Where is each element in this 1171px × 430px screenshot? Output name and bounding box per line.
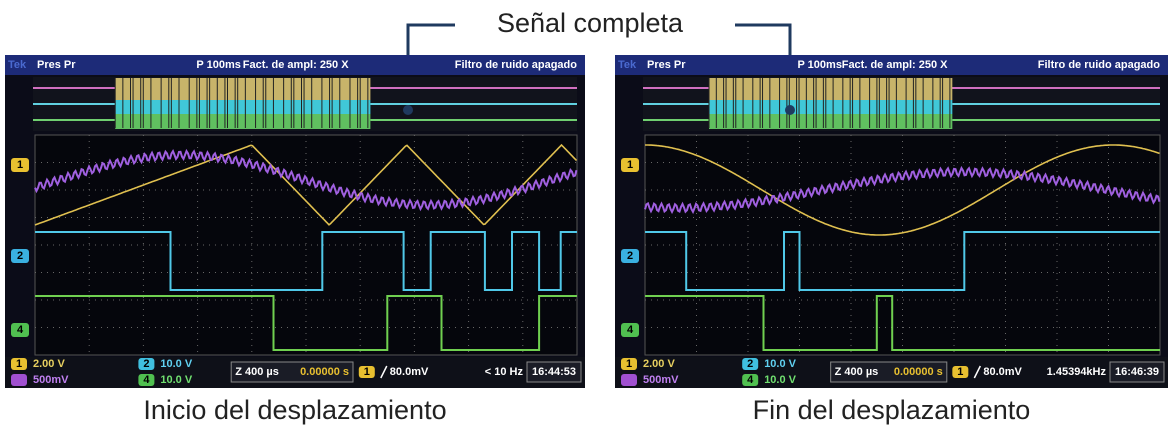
badge-label: 2 (747, 358, 753, 370)
trace-ch4 (645, 295, 1160, 351)
header-bar (5, 55, 585, 75)
ch2-scale: 10.0 V (764, 358, 796, 370)
brand: Tek (618, 59, 637, 71)
pointer-dot (403, 105, 413, 115)
trace-ch1 (645, 144, 1160, 236)
trigger-level: 80.0mV (390, 366, 429, 378)
badge-label: 2 (143, 358, 149, 370)
trace-ch2 (35, 231, 577, 291)
badge-label: 4 (143, 374, 150, 386)
status-box (830, 361, 948, 383)
trace-ch2 (645, 231, 1160, 291)
badge (358, 366, 375, 378)
badge (11, 374, 27, 386)
clock: 16:44:53 (532, 366, 576, 378)
badge-label: 1 (626, 358, 632, 370)
oscilloscope: Tek Pres Pr P 100ms Fact. de ampl: 250 X Fil… (615, 55, 1168, 425)
trace-ch1 (34, 143, 578, 226)
period: P 100ms (797, 59, 841, 71)
channel-marker (621, 158, 639, 172)
status-box (230, 361, 354, 383)
trace-ch4 (35, 295, 577, 351)
channel-marker-label: 4 (17, 324, 24, 336)
badge-label: 1 (957, 366, 963, 378)
badge (11, 358, 27, 370)
trigger-slope (973, 365, 982, 379)
badge-label: 1 (16, 358, 22, 370)
clock: 16:46:39 (1115, 366, 1159, 378)
position: 0.00000 s (300, 366, 349, 378)
channel-marker-label: 2 (17, 250, 23, 262)
badge-label: 1 (364, 366, 370, 378)
zoom-scale: Z 400 µs (835, 366, 879, 378)
caption: Inicio del desplazamiento (143, 395, 446, 425)
zoom-scale: Z 400 µs (235, 366, 279, 378)
frequency: 1.45394kHz (1047, 366, 1107, 378)
filter: Filtro de ruido apagado (455, 59, 578, 71)
badge (742, 374, 759, 386)
channel-marker-label: 4 (627, 324, 634, 336)
channel-marker (11, 323, 29, 337)
mode: Pres Pr (37, 59, 76, 71)
badge (138, 358, 155, 370)
oscilloscope: Tek Pres Pr P 100ms Fact. de ampl: 250 X Fil… (5, 55, 585, 425)
position: 0.00000 s (894, 366, 943, 378)
badge (742, 358, 759, 370)
zoom-factor: Fact. de ampl: 250 X (842, 59, 948, 71)
period: P 100ms (196, 59, 240, 71)
ch4-scale: 10.0 V (160, 374, 192, 386)
channel-marker-label: 1 (17, 159, 23, 171)
ch1-scale: 2.00 V (643, 358, 675, 370)
frequency: < 10 Hz (485, 366, 524, 378)
badge (621, 358, 637, 370)
trace-ch3 (34, 148, 578, 212)
zoom-factor: Fact. de ampl: 250 X (243, 59, 349, 71)
channel-marker (11, 249, 29, 263)
trigger-slope (380, 365, 388, 379)
badge (952, 366, 969, 378)
trigger-level: 80.0mV (983, 366, 1022, 378)
mode: Pres Pr (647, 59, 686, 71)
ch4-scale: 10.0 V (764, 374, 796, 386)
ch3-scale: 500mV (33, 374, 69, 386)
badge (138, 374, 155, 386)
filter: Filtro de ruido apagado (1038, 59, 1161, 71)
channel-marker-label: 1 (627, 159, 633, 171)
channel-marker (621, 249, 639, 263)
badge-label: 4 (747, 374, 754, 386)
ch1-scale: 2.00 V (33, 358, 65, 370)
ch2-scale: 10.0 V (160, 358, 192, 370)
badge (621, 374, 637, 386)
scopes: Tek Pres Pr P 100ms Fact. de ampl: 250 X Fil… (5, 55, 1168, 425)
header-bar (615, 55, 1168, 75)
status-box (526, 361, 582, 383)
pointer-dot (785, 105, 795, 115)
caption: Fin del desplazamiento (753, 395, 1031, 425)
channel-marker (621, 323, 639, 337)
status-box (1109, 361, 1165, 383)
brand: Tek (8, 59, 27, 71)
ch3-scale: 500mV (643, 374, 679, 386)
channel-marker-label: 2 (627, 250, 633, 262)
trace-ch3 (644, 165, 1161, 215)
figure-title: Señal completa (497, 8, 684, 38)
channel-marker (11, 158, 29, 172)
